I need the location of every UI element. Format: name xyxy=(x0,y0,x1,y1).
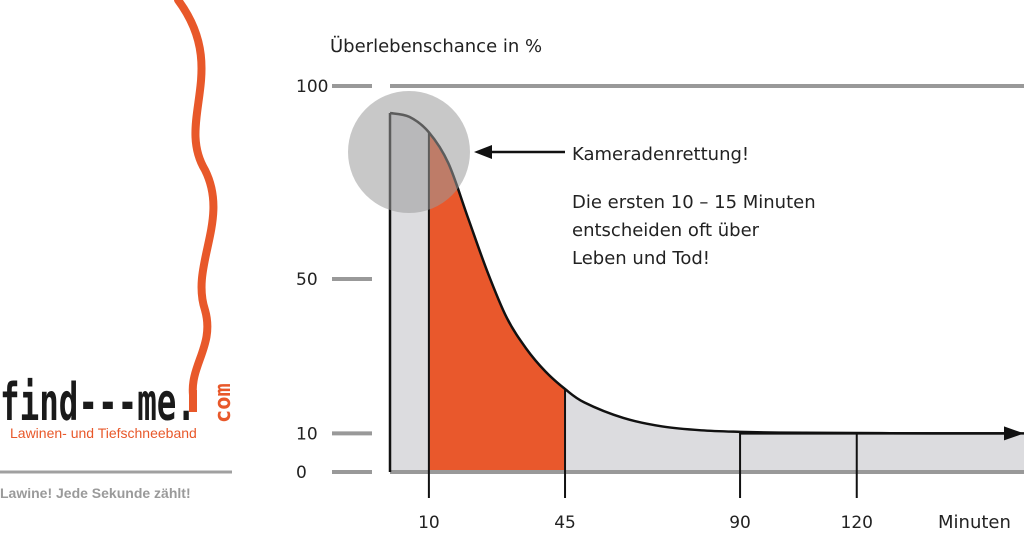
y-tick-label-100: 100 xyxy=(296,77,328,97)
x-tick-label-90: 90 xyxy=(729,513,751,533)
x-axis-label: Minuten xyxy=(938,512,1011,533)
y-tick-label-0: 0 xyxy=(296,463,307,483)
annotation-line-2: entscheiden oft über xyxy=(572,220,760,241)
annotation-line-1: Die ersten 10 – 15 Minuten xyxy=(572,192,816,213)
annotation-arrowhead xyxy=(474,145,492,159)
brand-subtitle: Lawinen- und Tiefschneeband xyxy=(10,425,197,441)
brand-name: find---me. xyxy=(0,373,196,433)
y-tick-label-50: 50 xyxy=(296,270,318,290)
y-tick-label-10: 10 xyxy=(296,424,318,444)
x-tick-label-120: 120 xyxy=(841,513,873,533)
y-axis-label: Überlebenschance in % xyxy=(330,35,542,57)
brand-tld: com xyxy=(211,383,236,423)
tagline: Lawine! Jede Sekunde zählt! xyxy=(0,485,191,501)
band-drop xyxy=(189,390,197,412)
annotation-title: Kameradenrettung! xyxy=(572,144,749,165)
highlight-circle xyxy=(348,91,470,213)
wavy-band-graphic xyxy=(174,0,218,399)
x-tick-label-10: 10 xyxy=(418,513,440,533)
x-tick-label-45: 45 xyxy=(554,513,576,533)
annotation-line-3: Leben und Tod! xyxy=(572,248,710,269)
plot-area: 0 10 50 100 10 45 90 120 xyxy=(296,77,1024,533)
x-axis-arrowhead xyxy=(1004,426,1024,441)
critical-window-area xyxy=(428,132,566,472)
